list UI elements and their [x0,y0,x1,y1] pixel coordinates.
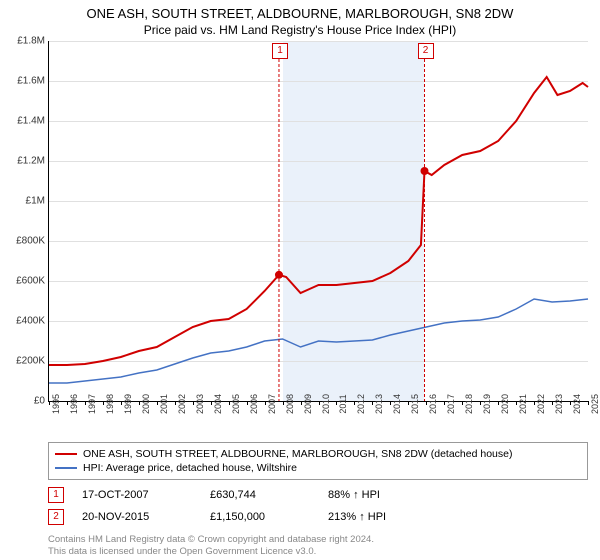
x-axis-label: 2002 [177,394,187,414]
sale-hpi: 88% ↑ HPI [328,489,380,501]
y-axis-label: £600K [3,276,45,287]
sale-date: 20-NOV-2015 [82,511,192,523]
y-axis-label: £1.2M [3,156,45,167]
x-axis-label: 2012 [356,394,366,414]
x-axis-label: 2022 [536,394,546,414]
x-axis-label: 2013 [374,394,384,414]
legend-label: ONE ASH, SOUTH STREET, ALDBOURNE, MARLBO… [83,448,512,460]
x-axis-label: 2020 [500,394,510,414]
footer: Contains HM Land Registry data © Crown c… [48,534,588,559]
y-axis-label: £1M [3,196,45,207]
marker-box-2: 2 [418,43,434,59]
x-axis-label: 2009 [303,394,313,414]
x-axis-label: 2018 [464,394,474,414]
line-svg [49,41,588,401]
chart-container: ONE ASH, SOUTH STREET, ALDBOURNE, MARLBO… [0,0,600,560]
legend-swatch [55,467,77,469]
sale-price: £630,744 [210,489,310,501]
y-axis-label: £1.8M [3,36,45,47]
x-axis-label: 2008 [285,394,295,414]
x-axis-label: 2004 [213,394,223,414]
x-axis-label: 1999 [123,394,133,414]
x-axis-label: 1997 [87,394,97,414]
x-axis-label: 2001 [159,394,169,414]
y-axis-label: £1.4M [3,116,45,127]
x-axis-label: 2005 [231,394,241,414]
x-axis-label: 2016 [428,394,438,414]
legend-swatch [55,453,77,455]
footer-line1: Contains HM Land Registry data © Crown c… [48,534,588,546]
legend-item: HPI: Average price, detached house, Wilt… [55,461,581,475]
sale-marker: 2 [48,509,64,525]
legend-item: ONE ASH, SOUTH STREET, ALDBOURNE, MARLBO… [55,447,581,461]
x-axis-label: 2023 [554,394,564,414]
plot-area: £0£200K£400K£600K£800K£1M£1.2M£1.4M£1.6M… [48,41,588,402]
series-property [49,77,588,365]
series-hpi [49,299,588,383]
x-axis-label: 1995 [51,394,61,414]
sales-table: 1 17-OCT-2007 £630,744 88% ↑ HPI 2 20-NOV-201… [48,484,588,528]
x-axis-label: 2006 [249,394,259,414]
x-axis-label: 2014 [392,394,402,414]
sale-price: £1,150,000 [210,511,310,523]
x-axis-label: 2011 [338,394,348,413]
x-axis-label: 2019 [482,394,492,414]
x-axis-label: 2024 [572,394,582,414]
x-axis-label: 2025 [590,394,600,414]
x-axis-label: 2010 [321,394,331,414]
legend: ONE ASH, SOUTH STREET, ALDBOURNE, MARLBO… [48,442,588,480]
sale-marker: 1 [48,487,64,503]
x-axis-label: 2017 [446,394,456,414]
legend-label: HPI: Average price, detached house, Wilt… [83,462,297,474]
x-axis-label: 1996 [69,394,79,414]
y-axis-label: £1.6M [3,76,45,87]
x-axis-label: 2007 [267,394,277,414]
x-axis-label: 2000 [141,394,151,414]
y-axis-label: £200K [3,356,45,367]
sale-date: 17-OCT-2007 [82,489,192,501]
x-axis-label: 1998 [105,394,115,414]
chart-title-line2: Price paid vs. HM Land Registry's House … [0,21,600,41]
sale-row: 2 20-NOV-2015 £1,150,000 213% ↑ HPI [48,506,588,528]
sale-hpi: 213% ↑ HPI [328,511,386,523]
sale-row: 1 17-OCT-2007 £630,744 88% ↑ HPI [48,484,588,506]
x-axis-labels: 1995199619971998199920002001200220032004… [48,402,588,436]
footer-line2: This data is licensed under the Open Gov… [48,546,588,558]
y-axis-label: £0 [3,396,45,407]
x-axis-label: 2003 [195,394,205,414]
marker-box-1: 1 [272,43,288,59]
chart-title-line1: ONE ASH, SOUTH STREET, ALDBOURNE, MARLBO… [0,0,600,21]
y-axis-label: £800K [3,236,45,247]
x-axis-label: 2021 [518,394,528,414]
y-axis-label: £400K [3,316,45,327]
x-axis-label: 2015 [410,394,420,414]
x-tick [588,401,589,405]
